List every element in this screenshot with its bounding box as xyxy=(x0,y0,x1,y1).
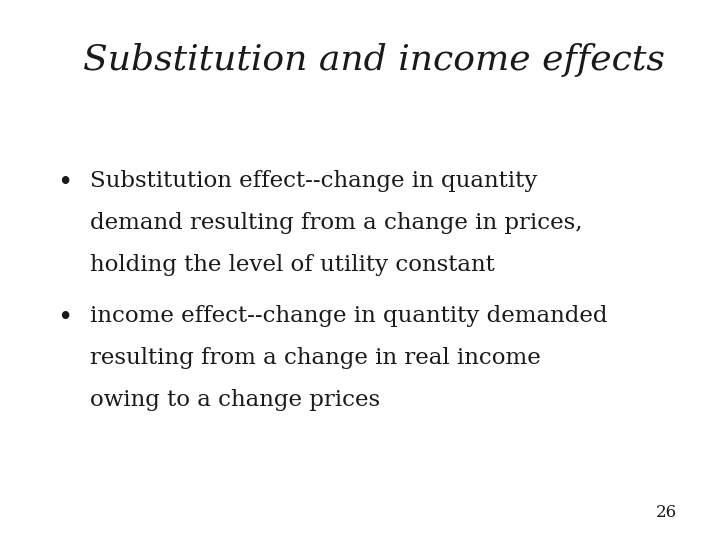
Text: •: • xyxy=(57,170,73,195)
Text: income effect--change in quantity demanded: income effect--change in quantity demand… xyxy=(90,305,608,327)
Text: owing to a change prices: owing to a change prices xyxy=(90,389,380,411)
Text: resulting from a change in real income: resulting from a change in real income xyxy=(90,347,541,369)
Text: 26: 26 xyxy=(656,504,677,521)
Text: Substitution and income effects: Substitution and income effects xyxy=(84,43,665,77)
Text: holding the level of utility constant: holding the level of utility constant xyxy=(90,254,495,276)
Text: •: • xyxy=(57,305,73,330)
Text: Substitution effect--change in quantity: Substitution effect--change in quantity xyxy=(90,170,537,192)
Text: demand resulting from a change in prices,: demand resulting from a change in prices… xyxy=(90,212,582,234)
